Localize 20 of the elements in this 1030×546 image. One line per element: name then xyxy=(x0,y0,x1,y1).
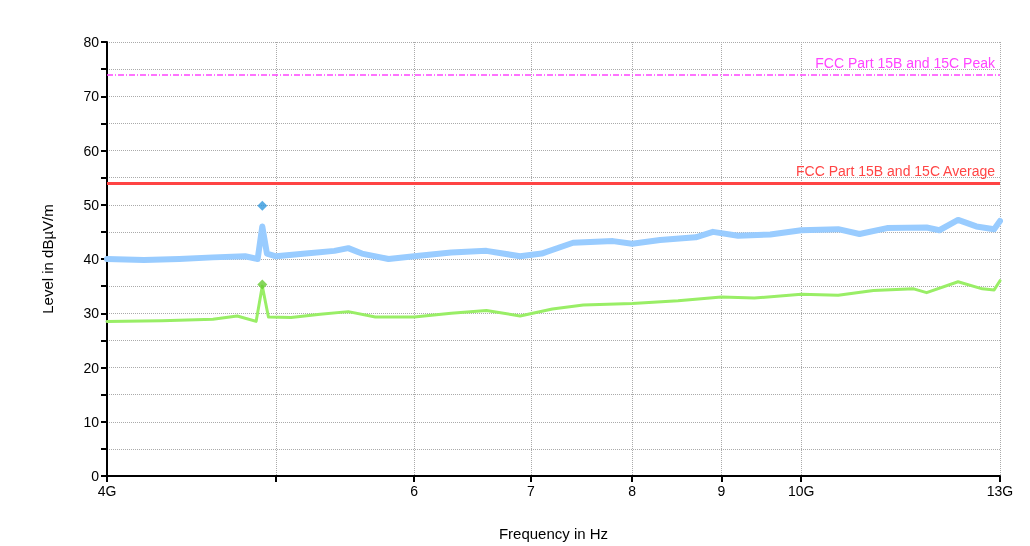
y-tick-label: 80 xyxy=(83,34,100,50)
ref-line-label: FCC Part 15B and 15C Average xyxy=(796,163,996,180)
y-axis-title: Level in dBµV/m xyxy=(39,204,56,314)
y-tick-label: 30 xyxy=(83,305,100,322)
x-tick-label: 4G xyxy=(97,483,117,499)
x-tick-label: 13G xyxy=(986,483,1014,499)
y-tick-label: 70 xyxy=(83,88,100,105)
x-axis-title: Frequency in Hz xyxy=(498,525,609,542)
x-tick-label: 9 xyxy=(717,483,726,499)
y-tick-label: 60 xyxy=(83,142,100,159)
y-tick-label: 0 xyxy=(91,468,100,484)
x-tick-label: 10G xyxy=(787,483,815,499)
x-tick-label: 8 xyxy=(628,483,637,499)
y-tick-label: 40 xyxy=(83,251,100,267)
y-tick-label: 10 xyxy=(83,413,100,430)
ref-line-label: FCC Part 15B and 15C Peak xyxy=(815,54,996,71)
x-tick-label: 6 xyxy=(410,483,419,499)
y-tick-label: 20 xyxy=(83,359,100,376)
y-tick-label: 50 xyxy=(83,196,100,213)
x-tick-label: 7 xyxy=(527,483,536,499)
